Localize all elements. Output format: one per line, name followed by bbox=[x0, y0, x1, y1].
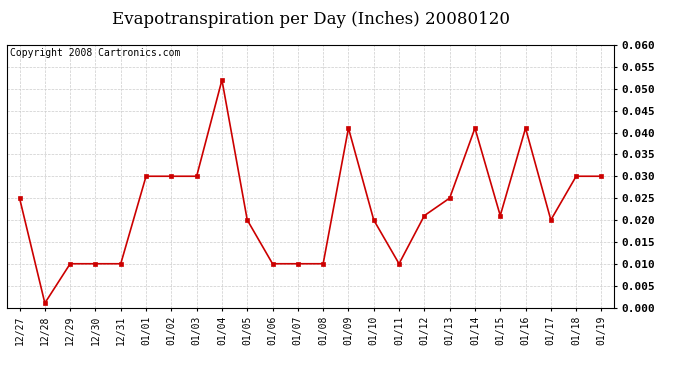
Text: Evapotranspiration per Day (Inches) 20080120: Evapotranspiration per Day (Inches) 2008… bbox=[112, 11, 509, 28]
Text: Copyright 2008 Cartronics.com: Copyright 2008 Cartronics.com bbox=[10, 48, 180, 58]
